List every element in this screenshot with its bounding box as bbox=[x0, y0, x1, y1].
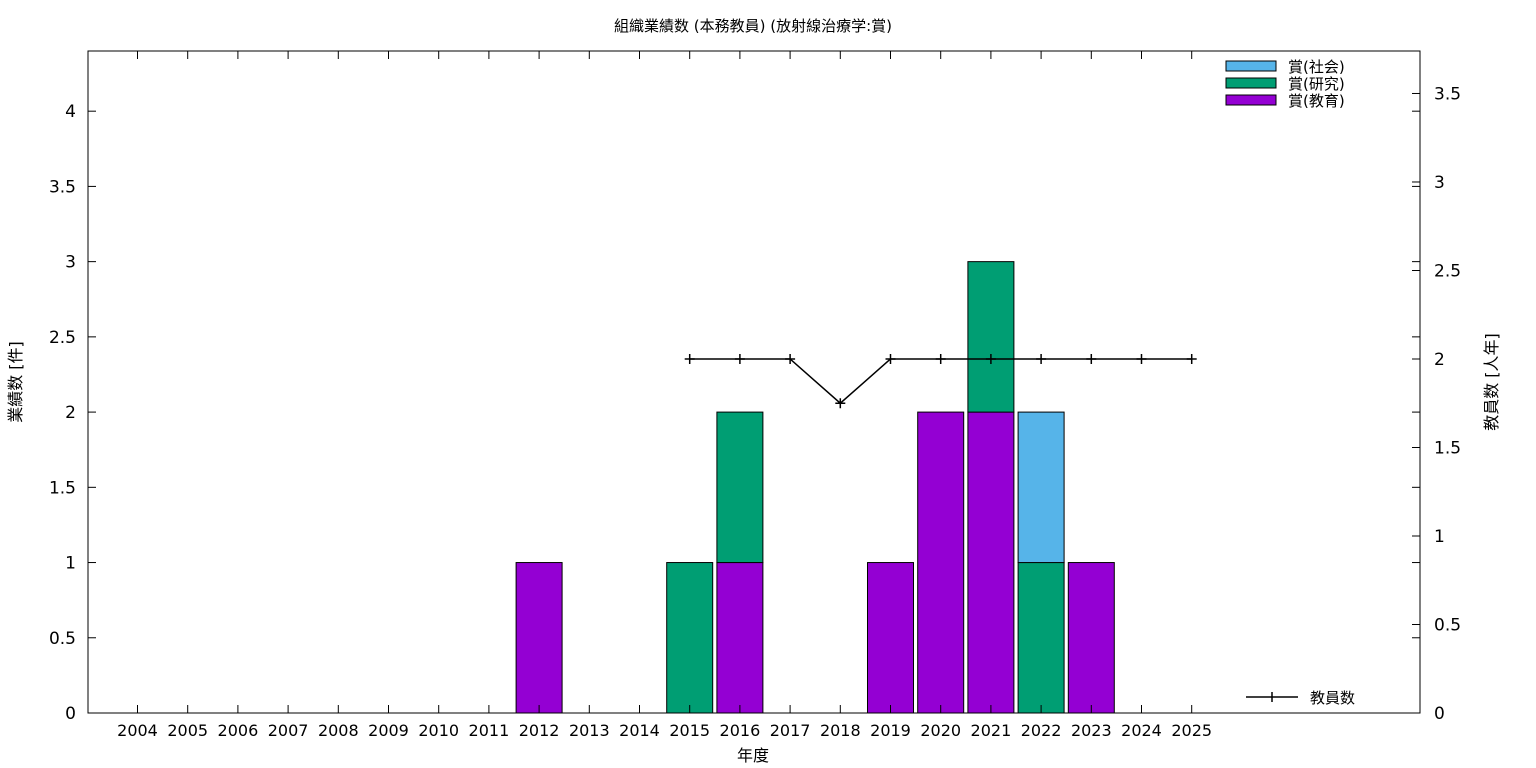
plot-frame bbox=[87, 50, 1421, 714]
x-axis: 2004 2005 2006 2007 2008 2009 2010 2011 2012 2013… bbox=[117, 51, 1212, 740]
x-tick-label: 2022 bbox=[1021, 721, 1062, 740]
x-axis-title: 年度 bbox=[737, 746, 769, 765]
bar bbox=[967, 411, 1015, 714]
x-tick-label: 2024 bbox=[1121, 721, 1162, 740]
legend-label: 賞(社会) bbox=[1288, 58, 1345, 76]
y-tick-label: 0 bbox=[65, 704, 76, 724]
bar bbox=[515, 562, 563, 714]
y2-tick-label: 1 bbox=[1434, 527, 1445, 547]
y-axis-title: 業績数 [件] bbox=[6, 341, 25, 423]
line-point bbox=[1186, 353, 1197, 364]
legend-swatch bbox=[1225, 94, 1277, 106]
y-tick-label: 4 bbox=[65, 102, 76, 122]
line-point bbox=[935, 353, 946, 364]
line-point bbox=[1036, 353, 1047, 364]
bar bbox=[666, 562, 714, 714]
x-tick-label: 2012 bbox=[519, 721, 560, 740]
staff-line-path bbox=[689, 358, 1192, 405]
line-point bbox=[785, 353, 796, 364]
x-tick-label: 2019 bbox=[870, 721, 911, 740]
legend-swatch bbox=[1225, 77, 1277, 89]
y2-tick-label: 2.5 bbox=[1434, 261, 1461, 281]
y2-tick-label: 1.5 bbox=[1434, 438, 1461, 458]
y-tick-label: 2 bbox=[65, 403, 76, 423]
y2-tick-label: 3 bbox=[1434, 173, 1445, 193]
legend-label: 教員数 bbox=[1310, 689, 1355, 707]
x-tick-label: 2013 bbox=[569, 721, 610, 740]
bar bbox=[716, 411, 764, 564]
y-axis: 0 0.5 1 1.5 2 2.5 3 3.5 4 bbox=[49, 102, 1420, 724]
x-tick-label: 2009 bbox=[368, 721, 409, 740]
legend-swatch bbox=[1225, 60, 1277, 72]
bar bbox=[867, 562, 914, 714]
legend-item: 賞(教育) bbox=[1225, 92, 1345, 110]
y2-tick-label: 3.5 bbox=[1434, 84, 1461, 104]
legend-item: 賞(社会) bbox=[1225, 58, 1345, 76]
bar bbox=[1017, 411, 1065, 564]
x-tick-label: 2017 bbox=[770, 721, 811, 740]
x-tick-label: 2008 bbox=[318, 721, 359, 740]
x-tick-label: 2004 bbox=[117, 721, 158, 740]
line-point bbox=[684, 353, 695, 364]
bar bbox=[716, 562, 764, 714]
legend-staff: 教員数 bbox=[1246, 689, 1355, 707]
x-tick-label: 2021 bbox=[971, 721, 1012, 740]
y-tick-label: 3.5 bbox=[49, 177, 76, 197]
chart-title: 組織業績数 (本務教員) (放射線治療学:賞) bbox=[614, 17, 892, 35]
line-point bbox=[835, 398, 846, 409]
x-tick-label: 2020 bbox=[920, 721, 961, 740]
x-tick-label: 2005 bbox=[167, 721, 208, 740]
x-tick-label: 2010 bbox=[418, 721, 459, 740]
legend-item: 賞(研究) bbox=[1225, 75, 1345, 93]
legend: 賞(社会)賞(研究)賞(教育) bbox=[1225, 58, 1345, 110]
line-point bbox=[1136, 353, 1147, 364]
x-tick-label: 2014 bbox=[619, 721, 660, 740]
x-tick-label: 2007 bbox=[268, 721, 309, 740]
line-point bbox=[734, 353, 745, 364]
y2-axis: 0 0.5 1 1.5 2 2.5 3 3.5 bbox=[1412, 84, 1461, 724]
legend-label: 賞(教育) bbox=[1288, 92, 1345, 110]
y2-tick-label: 0 bbox=[1434, 704, 1445, 724]
y2-axis-title: 教員数 [人年] bbox=[1482, 333, 1501, 431]
staff-line bbox=[684, 353, 1197, 409]
x-tick-label: 2011 bbox=[469, 721, 510, 740]
y-tick-label: 1 bbox=[65, 554, 76, 574]
line-point bbox=[985, 353, 996, 364]
x-tick-label: 2016 bbox=[720, 721, 761, 740]
y2-tick-label: 2 bbox=[1434, 350, 1445, 370]
bar bbox=[967, 261, 1015, 413]
legend-label: 賞(研究) bbox=[1288, 75, 1345, 93]
bar bbox=[1067, 562, 1115, 714]
bar bbox=[1017, 562, 1065, 714]
x-tick-label: 2018 bbox=[820, 721, 861, 740]
y-tick-label: 3 bbox=[65, 253, 76, 273]
line-point bbox=[885, 353, 896, 364]
x-tick-label: 2015 bbox=[669, 721, 710, 740]
line-point bbox=[1086, 353, 1097, 364]
y-tick-label: 1.5 bbox=[49, 478, 76, 498]
y-tick-label: 0.5 bbox=[49, 629, 76, 649]
x-tick-label: 2006 bbox=[218, 721, 259, 740]
bar bbox=[917, 411, 965, 714]
y2-tick-label: 0.5 bbox=[1434, 615, 1461, 635]
x-tick-label: 2023 bbox=[1071, 721, 1112, 740]
y-tick-label: 2.5 bbox=[49, 328, 76, 348]
x-tick-label: 2025 bbox=[1171, 721, 1212, 740]
bars bbox=[515, 261, 1115, 714]
